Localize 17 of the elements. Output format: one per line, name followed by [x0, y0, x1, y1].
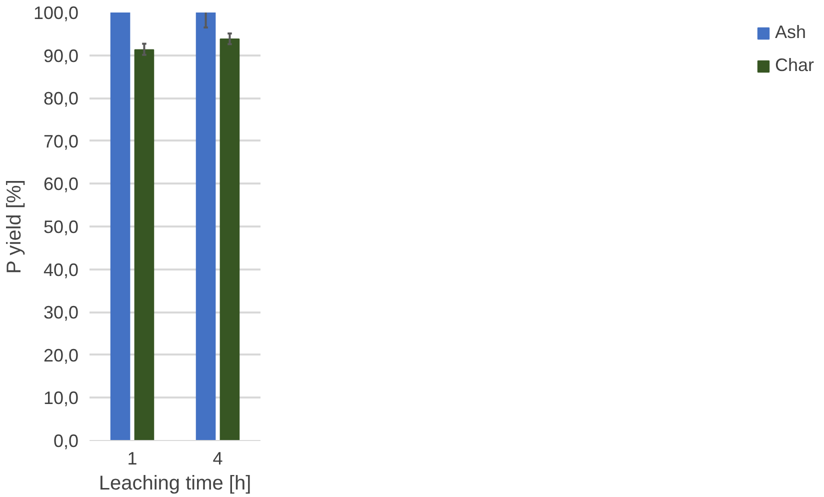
y-tick-label: 30,0 [43, 302, 79, 323]
y-tick-label: 70,0 [43, 131, 79, 152]
y-tick-label: 0,0 [53, 431, 79, 451]
y-tick-label: 90,0 [43, 46, 79, 66]
y-tick-label: 80,0 [43, 88, 79, 109]
x-tick-label: 1 [127, 448, 138, 468]
y-tick-label: 50,0 [43, 217, 79, 237]
legend-label: Ash [774, 22, 806, 43]
y-tick-label: 40,0 [43, 260, 79, 280]
y-tick-label: 10,0 [43, 388, 79, 408]
y-tick-label: 100,0 [33, 3, 79, 23]
x-axis-title: Leaching time [h] [98, 472, 252, 494]
y-tick-label: 60,0 [43, 174, 79, 194]
y-axis-title: P yield [%] [3, 180, 26, 274]
legend-label: Char [774, 55, 814, 76]
y-tick-label: 20,0 [43, 345, 79, 366]
x-tick-label: 4 [212, 448, 223, 468]
